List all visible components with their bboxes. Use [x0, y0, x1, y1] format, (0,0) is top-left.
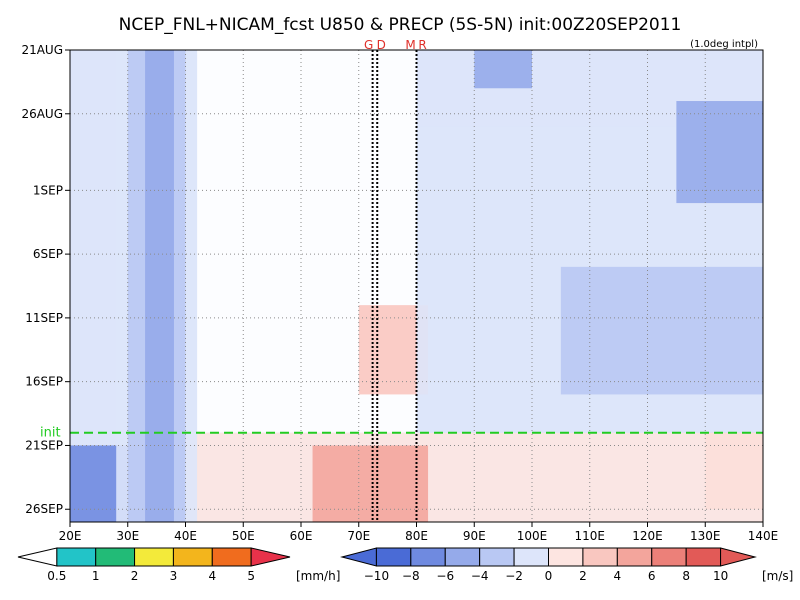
site-label: D [377, 38, 386, 52]
init-marker: init [40, 426, 763, 441]
y-tick-label: 11SEP [25, 311, 63, 325]
u850-field [70, 50, 763, 522]
colorbar-segment [651, 547, 687, 567]
colorbar-segment [720, 547, 757, 567]
colorbar-segment [582, 547, 618, 567]
colorbar-label: 0.5 [47, 569, 66, 583]
colorbar-label: 4 [208, 569, 216, 583]
colorbar-segment [616, 547, 653, 567]
colorbar-label: 10 [713, 569, 728, 583]
colorbar-segment [479, 547, 515, 567]
site-label: G [364, 38, 373, 52]
y-tick-label: 16SEP [25, 375, 63, 389]
colorbar-label: 0 [545, 569, 553, 583]
y-tick-label: 26AUG [21, 107, 63, 121]
x-tick-label: 60E [290, 529, 313, 543]
y-axis-ticks: 21AUG 26AUG 1SEP 6SEP 11SEP 16SEP 21SEP 26SEP [21, 43, 70, 516]
colorbar-wind: −10 −8 −6 −4 −2 0 2 4 6 8 10 [m/s] [340, 547, 793, 583]
colorbar-segment [17, 547, 58, 567]
field-region [312, 445, 429, 522]
field-region [676, 101, 763, 204]
colorbar-segment [172, 547, 213, 567]
field-region [145, 50, 174, 522]
x-tick-label: 120E [632, 529, 663, 543]
colorbar-segment [375, 547, 412, 567]
y-tick-label: 21AUG [21, 43, 63, 57]
site-label: M [405, 38, 415, 52]
x-tick-label: 90E [463, 529, 486, 543]
field-region [185, 432, 763, 522]
colorbar-unit: [mm/h] [296, 569, 340, 583]
colorbar-label: 2 [579, 569, 587, 583]
colorbar-label: −10 [364, 569, 389, 583]
colorbar-segment [410, 547, 446, 567]
colorbar-label: −4 [471, 569, 489, 583]
colorbar-segment [56, 547, 97, 567]
x-tick-label: 100E [517, 529, 548, 543]
colorbar-label: 2 [131, 569, 139, 583]
x-tick-label: 110E [575, 529, 606, 543]
x-tick-label: 40E [174, 529, 197, 543]
y-tick-label: 6SEP [33, 247, 63, 261]
colorbar-segment [134, 547, 174, 567]
colorbar-segment [685, 547, 722, 567]
x-tick-label: 30E [116, 529, 139, 543]
colorbar-label: −6 [436, 569, 454, 583]
x-tick-label: 50E [232, 529, 255, 543]
colorbar-label: 5 [247, 569, 255, 583]
y-tick-label: 21SEP [25, 438, 63, 452]
colorbar-segment [95, 547, 136, 567]
colorbar-label: 8 [682, 569, 690, 583]
field-region [560, 266, 763, 395]
init-label: init [40, 426, 61, 441]
field-region [474, 50, 532, 89]
colorbar-precip: 0.5 1 2 3 4 5 [mm/h] [17, 547, 340, 583]
colorbar-segment [250, 547, 291, 567]
colorbar-label: 1 [92, 569, 100, 583]
x-tick-label: 130E [690, 529, 721, 543]
colorbar-segment [444, 547, 481, 567]
x-axis-ticks: 20E 30E 40E 50E 60E 70E 80E 90E 100E 110E 120E 130E… [59, 522, 779, 543]
x-tick-label: 80E [405, 529, 428, 543]
x-tick-label: 20E [59, 529, 82, 543]
colorbar-segment [340, 547, 377, 567]
colorbar-segment [548, 547, 584, 567]
colorbar-label: −2 [505, 569, 523, 583]
colorbar-unit: [m/s] [762, 569, 793, 583]
colorbar-segment [211, 547, 252, 567]
colorbar-label: 4 [614, 569, 622, 583]
colorbar-label: −8 [402, 569, 420, 583]
y-tick-label: 1SEP [33, 183, 63, 197]
colorbar-label: 3 [170, 569, 178, 583]
x-tick-label: 140E [748, 529, 779, 543]
colorbar-segment [513, 547, 549, 567]
colorbar-label: 6 [648, 569, 656, 583]
interpolation-note: (1.0deg intpl) [690, 39, 758, 50]
x-tick-label: 70E [347, 529, 370, 543]
site-label: R [418, 38, 426, 52]
y-tick-label: 26SEP [25, 502, 63, 516]
chart-title: NCEP_FNL+NICAM_fcst U850 & PRECP (5S-5N)… [119, 15, 682, 35]
